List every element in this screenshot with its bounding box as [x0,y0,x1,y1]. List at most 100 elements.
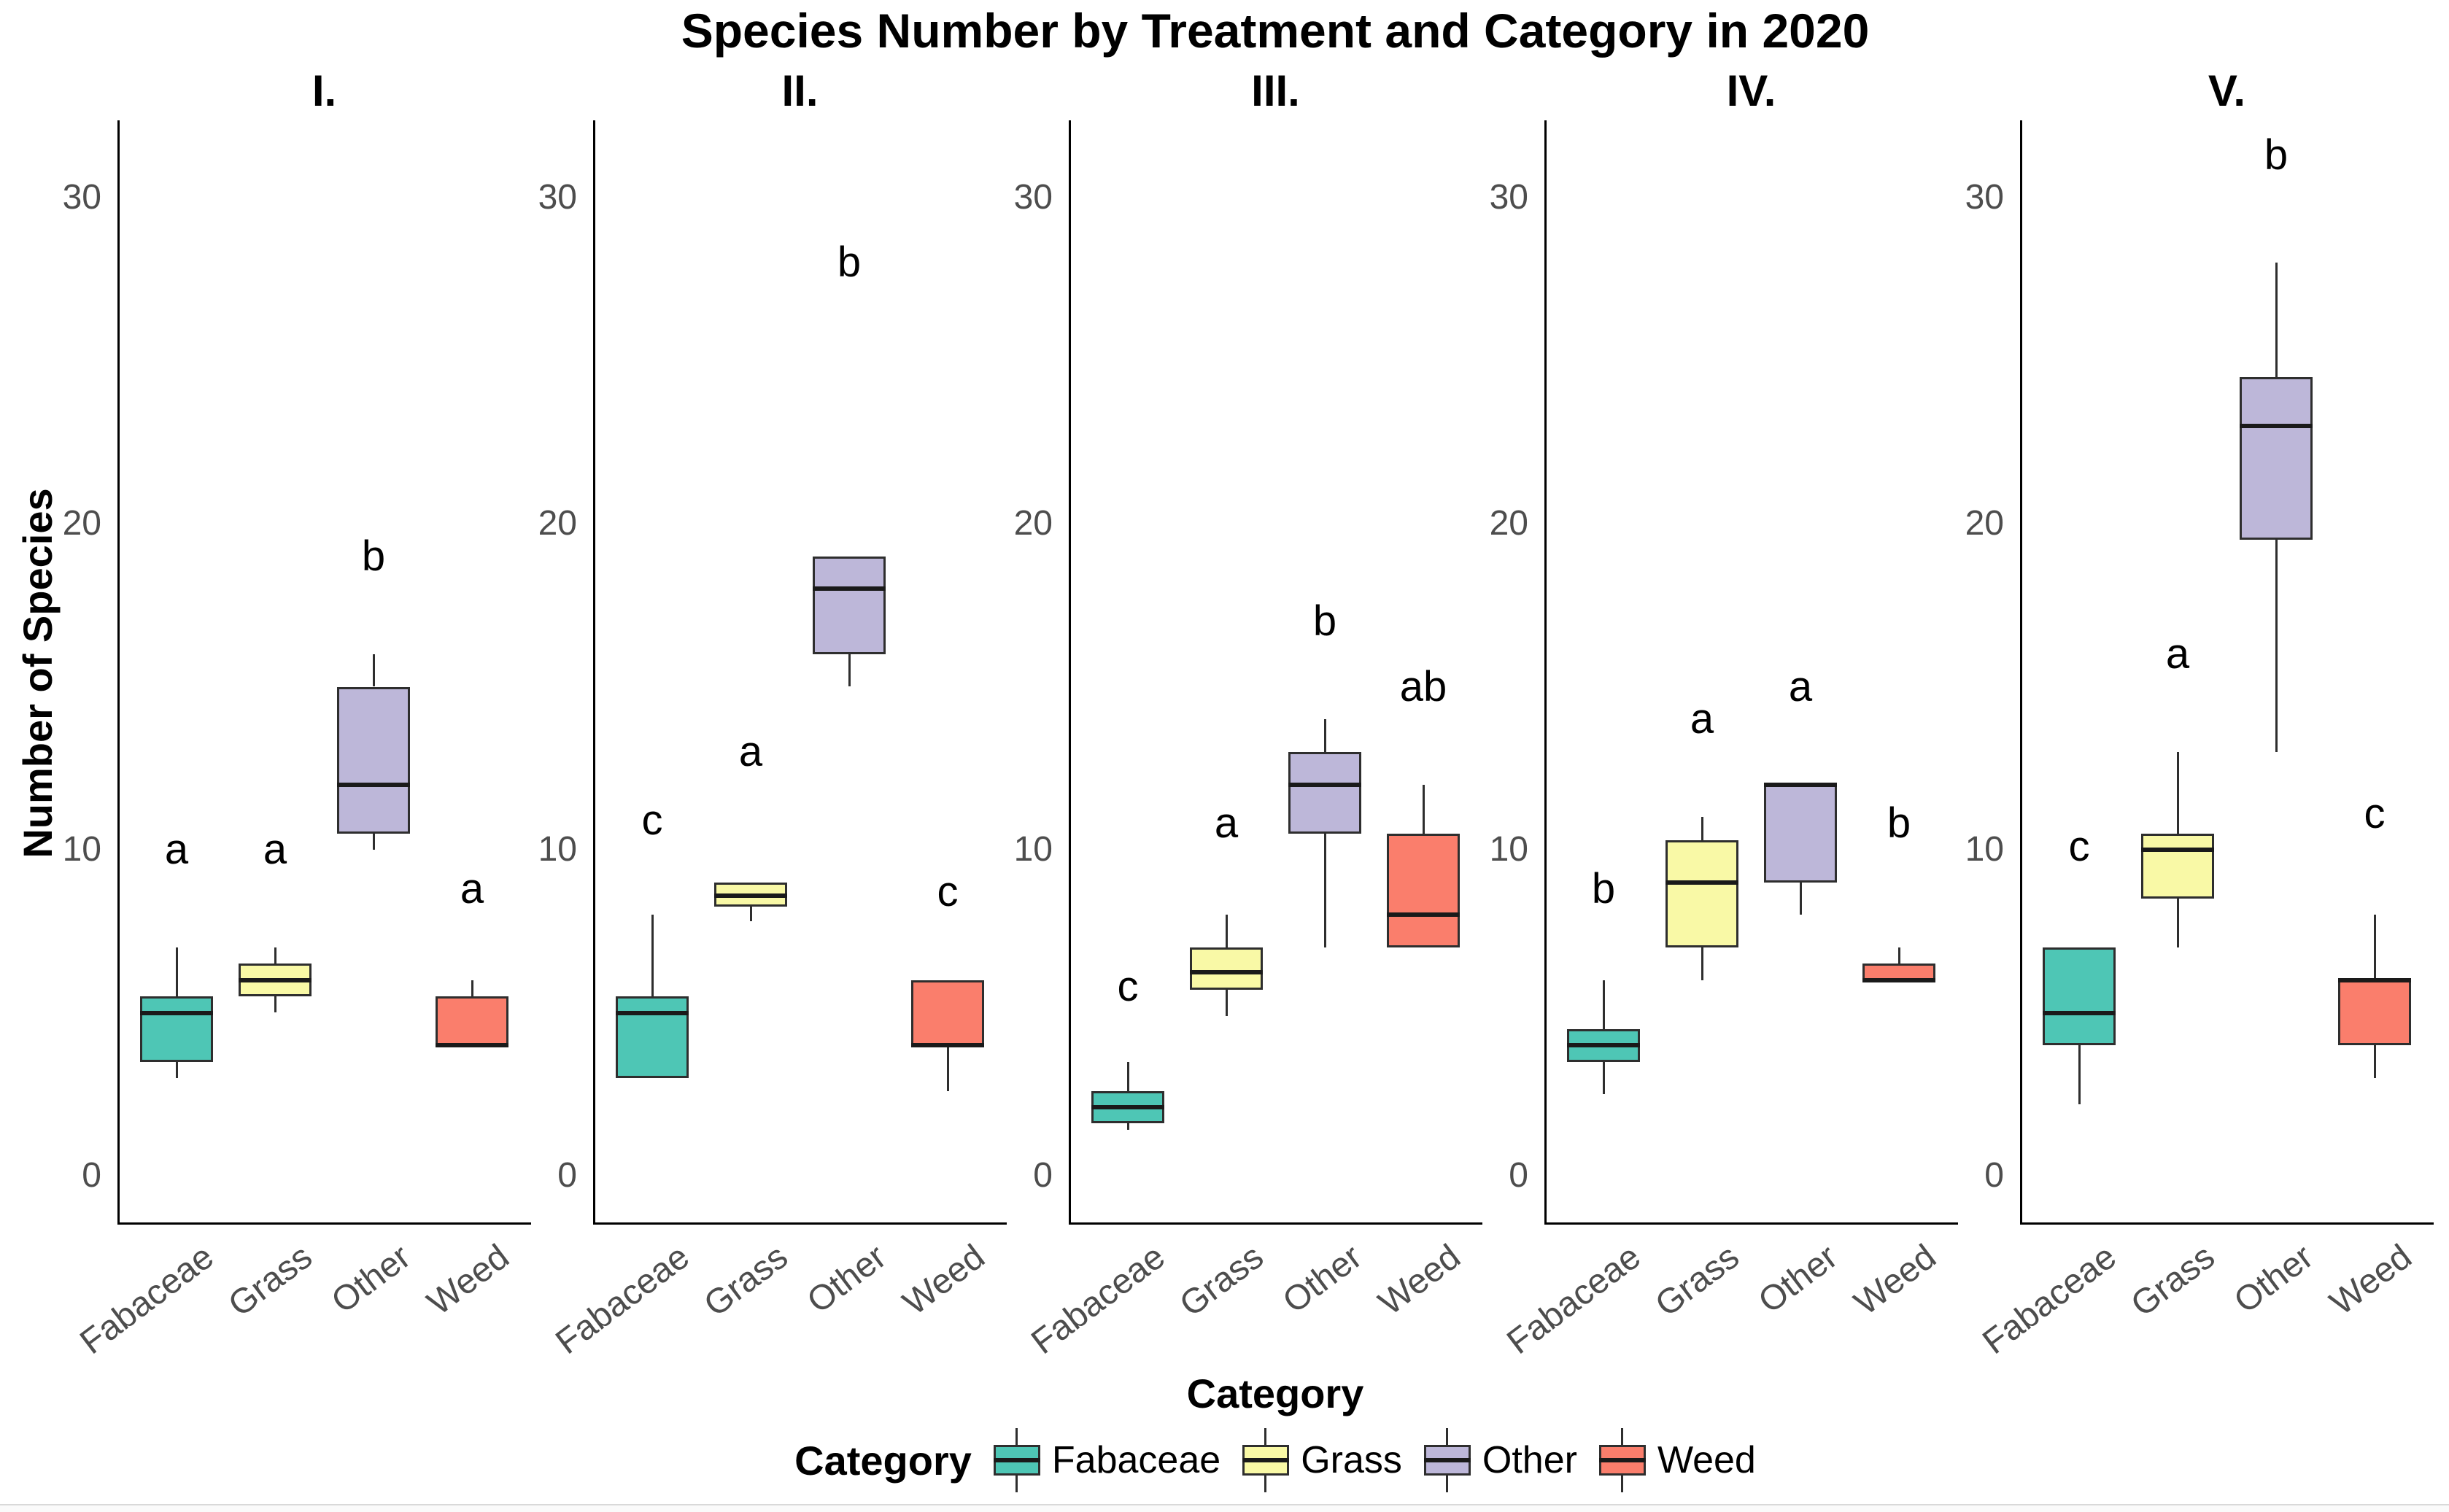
y-tick-label: 20 [538,504,577,543]
y-axis-line [117,120,120,1225]
y-tick-label: 20 [1489,504,1528,543]
median-line [2141,848,2214,852]
lower-whisker [373,833,375,850]
y-axis-line [593,120,595,1225]
facet-label: III. [1251,66,1300,115]
key-median-line [993,1458,1040,1462]
legend-item: Fabaceae [993,1428,1221,1492]
legend-item: Weed [1598,1428,1756,1492]
x-axis-title: Category [1186,1371,1364,1416]
significance-letter: b [2264,131,2289,179]
upper-whisker [1127,1061,1129,1091]
box-grass [1190,947,1263,990]
significance-letter: c [641,796,663,844]
lower-whisker [1701,947,1703,980]
box-grass [1665,840,1738,948]
median-line [1665,880,1738,885]
median-line [2240,423,2313,428]
y-axis-line [1544,120,1547,1225]
key-median-line [1423,1458,1471,1462]
significance-letter: a [1788,662,1813,710]
x-axis-line [2020,1222,2434,1225]
y-tick-label: 30 [62,178,101,217]
lower-whisker [176,1061,178,1078]
significance-letter: a [1214,799,1239,848]
legend: Category Fabaceae Grass Other Weed [117,1424,2433,1497]
key-median-line [1242,1458,1290,1462]
lower-whisker [1800,882,1802,915]
legend-item: Grass [1242,1428,1402,1492]
upper-whisker [373,654,375,687]
y-tick-label: 30 [538,178,577,217]
median-line [436,1043,508,1048]
median-line [2338,977,2411,982]
y-axis-line [1069,120,1071,1225]
significance-letter: c [1117,962,1139,1010]
boxplot-key-icon [993,1428,1040,1492]
significance-letter: b [837,239,862,287]
box-other [1288,751,1361,834]
upper-whisker [1226,915,1228,948]
significance-letter: b [1887,799,1911,848]
x-axis-line [593,1222,1007,1225]
significance-letter: b [361,532,386,580]
lower-whisker [1603,1061,1605,1095]
window-bottom-edge [0,1504,2449,1512]
y-axis-line [2020,120,2022,1225]
significance-letter: a [164,826,189,873]
y-tick-label: 30 [1489,178,1528,217]
y-tick-label: 0 [82,1156,101,1195]
median-line [714,893,787,898]
box-other [337,686,410,834]
median-line [911,1043,984,1048]
box-weed [2338,980,2411,1046]
legend-item: Other [1423,1428,1577,1492]
upper-whisker [651,915,654,997]
y-tick-label: 20 [1013,504,1053,543]
box-weed [911,980,984,1046]
legend-item-label: Fabaceae [1051,1439,1221,1481]
median-line [337,782,410,787]
median-line [1190,969,1263,974]
significance-letter: a [1690,695,1714,743]
y-tick-label: 10 [62,830,101,869]
significance-letter: a [738,727,763,775]
significance-letter: b [1591,864,1616,912]
median-line [813,586,886,592]
box-fabaceae [616,996,689,1078]
upper-whisker [1603,980,1605,1029]
median-line [239,977,312,982]
y-tick-label: 0 [1509,1156,1528,1195]
significance-letter: a [460,864,484,912]
upper-whisker [471,980,473,997]
lower-whisker [2275,540,2278,752]
y-tick-label: 0 [557,1156,577,1195]
significance-letter: a [263,826,287,873]
box-other [1764,784,1837,883]
lower-whisker [274,996,276,1013]
upper-whisker [2374,915,2376,980]
lower-whisker [2078,1045,2081,1104]
median-line [2043,1010,2116,1015]
y-tick-label: 10 [1013,830,1053,869]
upper-whisker [1701,817,1703,840]
significance-letter: c [2068,822,2090,870]
y-tick-label: 10 [538,830,577,869]
significance-letter: b [1312,597,1337,645]
significance-letter: c [2364,789,2386,837]
facet-label: V. [2208,66,2246,115]
box-weed [1387,833,1460,948]
y-tick-label: 20 [1965,504,2004,543]
legend-item-label: Weed [1657,1439,1756,1481]
median-line [616,1010,689,1015]
median-line [1288,782,1361,787]
lower-whisker [1127,1123,1129,1131]
facet-label: II. [781,66,819,115]
lower-whisker [848,654,851,687]
legend-item-label: Other [1482,1439,1577,1481]
median-line [1567,1043,1640,1048]
y-axis-title: Number of Species [15,488,61,858]
significance-letter: a [2165,629,2190,678]
upper-whisker [1898,947,1900,964]
box-fabaceae [140,996,213,1062]
